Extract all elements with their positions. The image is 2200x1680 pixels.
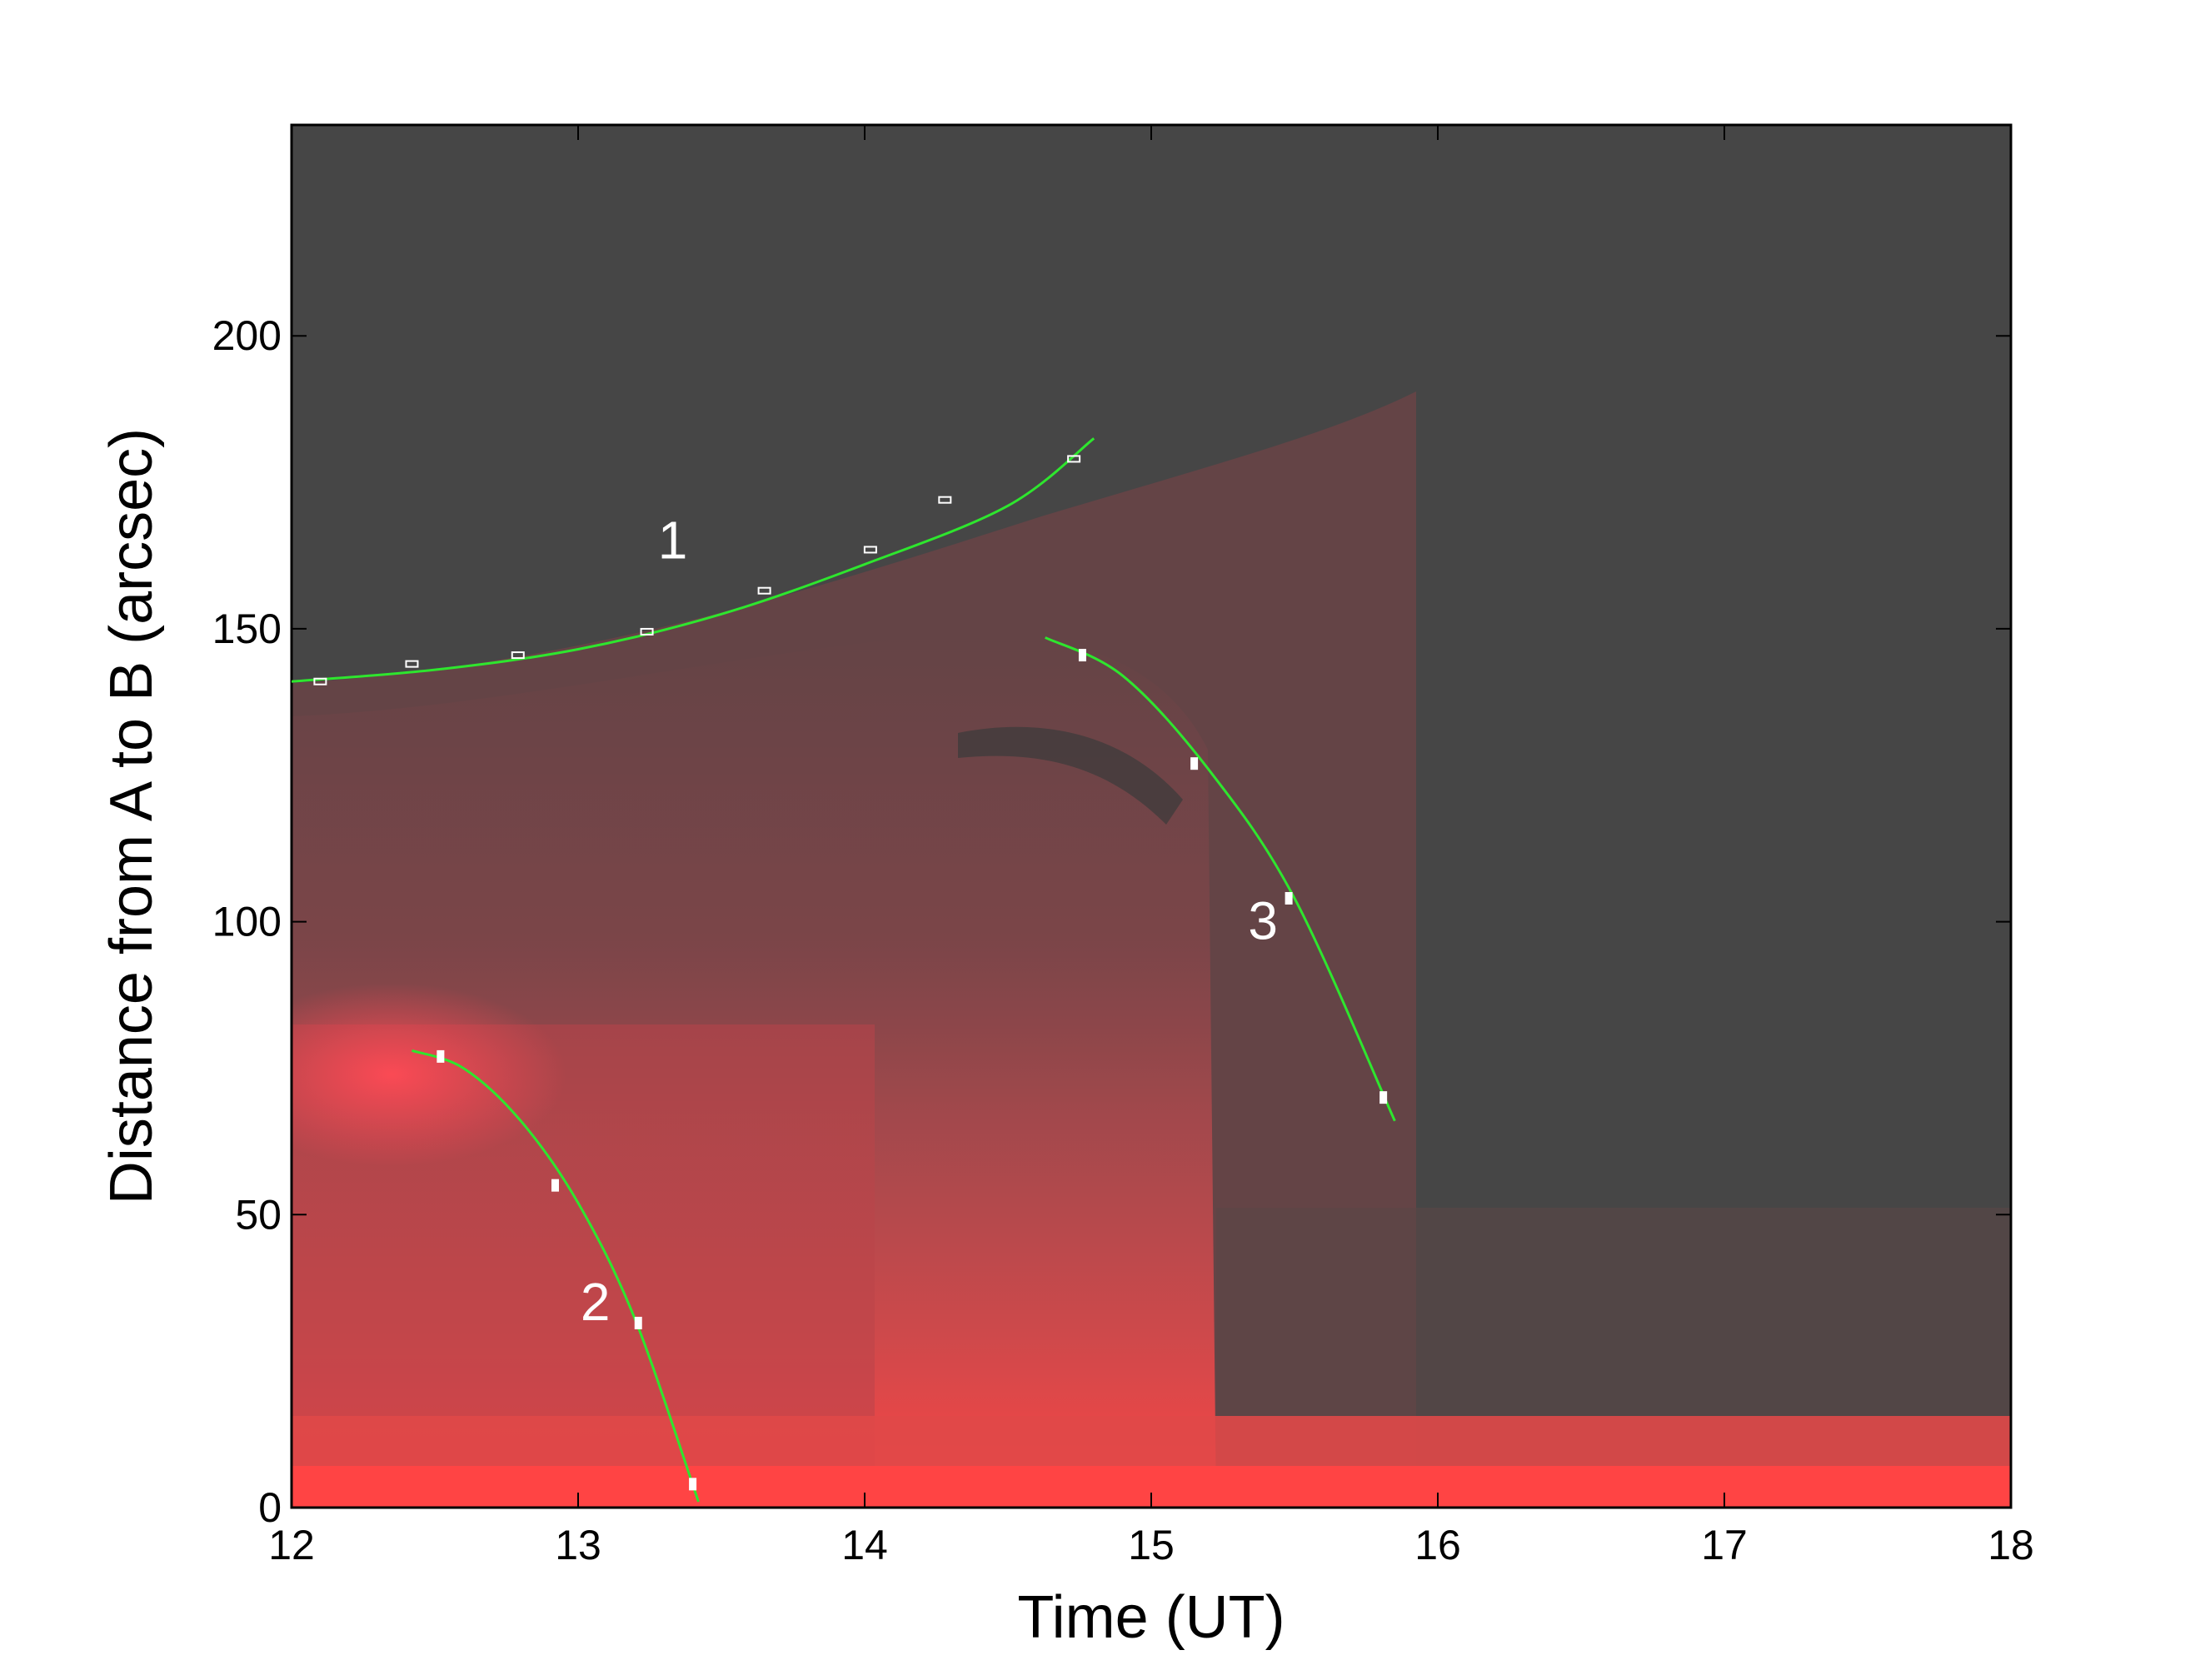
data-point — [938, 496, 952, 504]
y-tick-label: 50 — [235, 1191, 282, 1238]
x-tick-label: 13 — [555, 1522, 601, 1568]
y-tick-label: 150 — [212, 606, 282, 652]
data-point — [1078, 649, 1086, 662]
data-point — [1067, 455, 1081, 463]
data-point — [313, 677, 327, 685]
track-label: 1 — [658, 511, 688, 571]
x-axis-title: Time (UT) — [1017, 1584, 1285, 1651]
fit-curve-1 — [292, 437, 1095, 683]
x-tick-label: 15 — [1128, 1522, 1175, 1568]
fit-curves — [292, 437, 1396, 1503]
y-tick-label: 0 — [258, 1484, 282, 1531]
intensity-map — [292, 125, 2011, 1508]
data-point — [551, 1179, 559, 1192]
data-point — [689, 1478, 697, 1491]
data-point — [437, 1049, 445, 1063]
y-tick-label: 200 — [212, 312, 282, 359]
y-tick-label: 100 — [212, 899, 282, 945]
data-point — [634, 1316, 642, 1329]
track-annotations: 1 2 3 — [581, 511, 1278, 1332]
data-point — [1190, 757, 1199, 770]
fit-curve-3 — [1045, 636, 1396, 1122]
data-markers — [313, 455, 1388, 1491]
track-label: 2 — [581, 1272, 611, 1332]
x-tick-label: 17 — [1701, 1522, 1748, 1568]
x-tick-label: 12 — [268, 1522, 315, 1568]
data-point — [757, 586, 771, 595]
data-point — [863, 546, 877, 554]
data-point — [511, 651, 525, 660]
y-axis-title: Distance from A to B (arcsec) — [98, 428, 165, 1204]
track-label: 3 — [1248, 891, 1278, 951]
x-tick-label: 16 — [1414, 1522, 1461, 1568]
data-point — [1285, 891, 1293, 905]
data-point — [405, 660, 419, 668]
fit-curve-2 — [411, 1049, 700, 1503]
data-point — [640, 627, 654, 636]
x-tick-label: 14 — [841, 1522, 888, 1568]
x-tick-label: 18 — [1988, 1522, 2034, 1568]
data-point — [1379, 1091, 1388, 1104]
